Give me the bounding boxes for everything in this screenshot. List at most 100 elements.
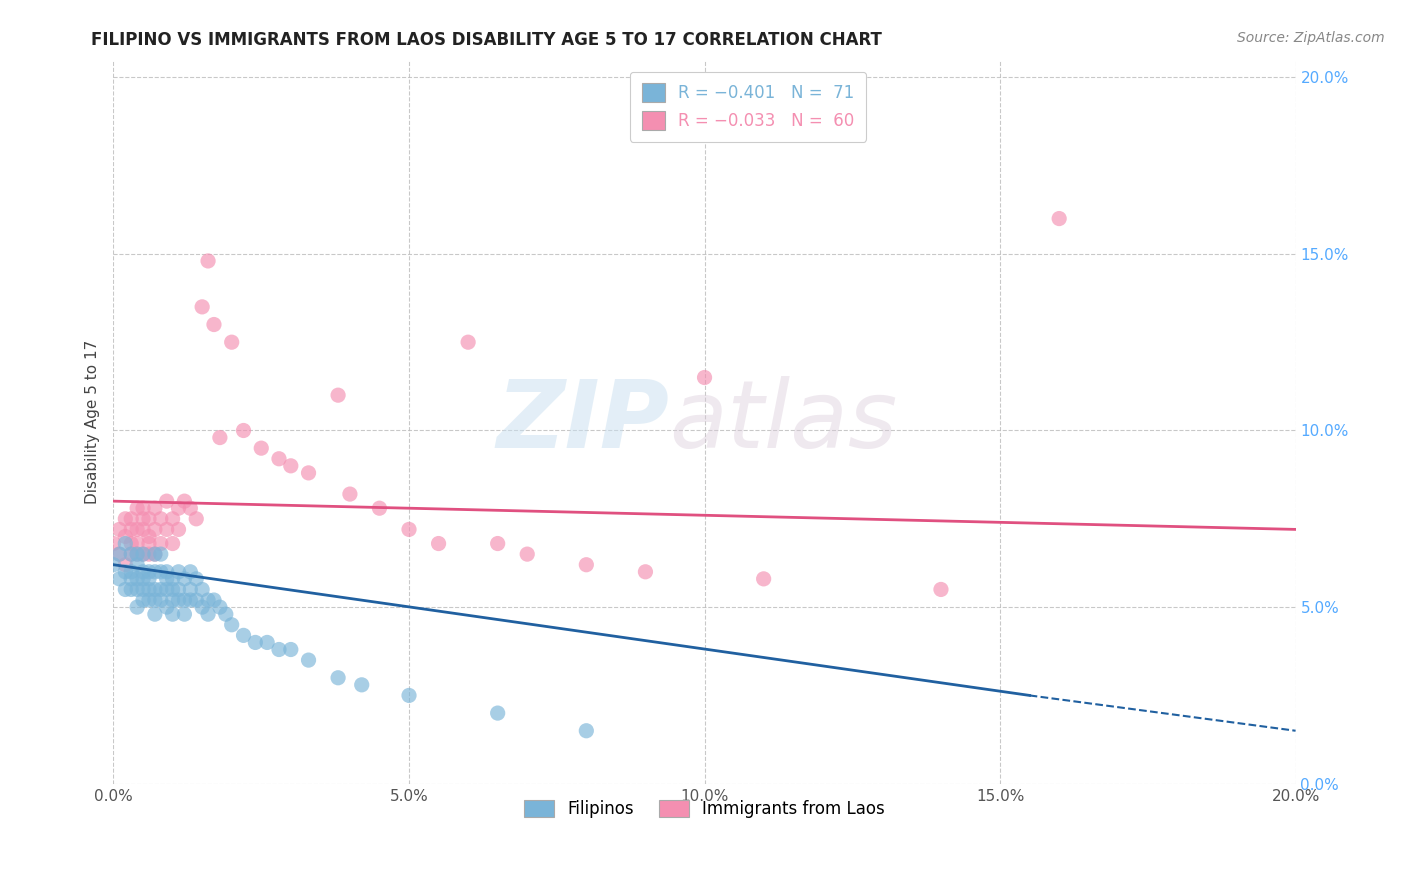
Point <box>108 523 131 537</box>
Point <box>186 593 208 607</box>
Point <box>221 617 243 632</box>
Point <box>179 582 201 597</box>
Point <box>138 582 160 597</box>
Point <box>173 572 195 586</box>
Point <box>138 547 160 561</box>
Point <box>114 582 136 597</box>
Point <box>575 558 598 572</box>
Point <box>186 512 208 526</box>
Point <box>127 600 149 615</box>
Point <box>297 466 319 480</box>
Point <box>297 653 319 667</box>
Point <box>368 501 391 516</box>
Point <box>108 572 131 586</box>
Point <box>167 501 190 516</box>
Point <box>149 582 172 597</box>
Point <box>143 501 166 516</box>
Point <box>256 635 278 649</box>
Point <box>398 689 420 703</box>
Point <box>114 529 136 543</box>
Point <box>149 565 172 579</box>
Point <box>693 370 716 384</box>
Point <box>486 536 509 550</box>
Point <box>191 600 214 615</box>
Point <box>127 501 149 516</box>
Point <box>132 547 155 561</box>
Point <box>197 607 219 622</box>
Point <box>120 523 142 537</box>
Point <box>103 536 125 550</box>
Point <box>167 593 190 607</box>
Point <box>132 547 155 561</box>
Point <box>162 572 184 586</box>
Point <box>156 494 179 508</box>
Point <box>326 388 349 402</box>
Point <box>138 565 160 579</box>
Point <box>127 536 149 550</box>
Point <box>120 547 142 561</box>
Point <box>120 582 142 597</box>
Point <box>108 547 131 561</box>
Point <box>929 582 952 597</box>
Point <box>280 642 302 657</box>
Point <box>398 523 420 537</box>
Text: atlas: atlas <box>669 376 897 467</box>
Point <box>120 572 142 586</box>
Point <box>280 458 302 473</box>
Point <box>156 582 179 597</box>
Point <box>197 593 219 607</box>
Point <box>173 494 195 508</box>
Point <box>120 565 142 579</box>
Point <box>138 572 160 586</box>
Point <box>143 607 166 622</box>
Point <box>149 512 172 526</box>
Point <box>132 523 155 537</box>
Point <box>162 536 184 550</box>
Point <box>149 536 172 550</box>
Point <box>516 547 538 561</box>
Point <box>267 642 290 657</box>
Point <box>127 582 149 597</box>
Point <box>132 572 155 586</box>
Point <box>208 600 231 615</box>
Point <box>162 593 184 607</box>
Point <box>486 706 509 720</box>
Point <box>634 565 657 579</box>
Point <box>132 512 155 526</box>
Point <box>103 558 125 572</box>
Point <box>143 547 166 561</box>
Point <box>250 441 273 455</box>
Point <box>127 523 149 537</box>
Point <box>156 565 179 579</box>
Point <box>179 593 201 607</box>
Point <box>197 254 219 268</box>
Point <box>120 512 142 526</box>
Point <box>1047 211 1070 226</box>
Point <box>179 565 201 579</box>
Point <box>167 523 190 537</box>
Point <box>138 529 160 543</box>
Point <box>138 536 160 550</box>
Point <box>173 607 195 622</box>
Point <box>143 523 166 537</box>
Point <box>114 558 136 572</box>
Point <box>143 582 166 597</box>
Point <box>156 572 179 586</box>
Point <box>191 582 214 597</box>
Point <box>326 671 349 685</box>
Point <box>149 593 172 607</box>
Y-axis label: Disability Age 5 to 17: Disability Age 5 to 17 <box>86 340 100 504</box>
Point <box>162 512 184 526</box>
Point <box>127 572 149 586</box>
Text: FILIPINO VS IMMIGRANTS FROM LAOS DISABILITY AGE 5 TO 17 CORRELATION CHART: FILIPINO VS IMMIGRANTS FROM LAOS DISABIL… <box>91 31 883 49</box>
Point <box>162 607 184 622</box>
Point <box>127 547 149 561</box>
Point <box>245 635 267 649</box>
Point <box>179 501 201 516</box>
Point <box>752 572 775 586</box>
Legend: Filipinos, Immigrants from Laos: Filipinos, Immigrants from Laos <box>516 791 893 826</box>
Point <box>120 547 142 561</box>
Point <box>167 565 190 579</box>
Point <box>191 300 214 314</box>
Point <box>138 512 160 526</box>
